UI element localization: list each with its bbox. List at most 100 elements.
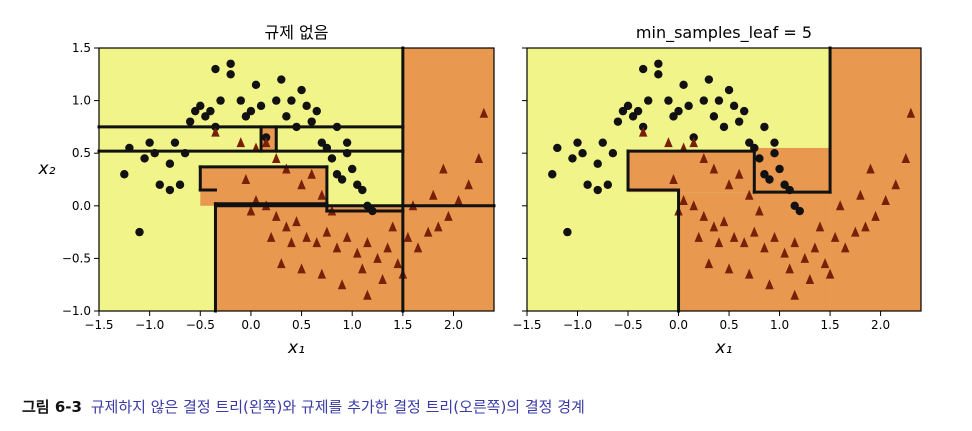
point-class1 [866, 163, 875, 174]
point-class1 [724, 179, 734, 190]
point-class1 [770, 231, 779, 242]
point-class1 [881, 195, 890, 206]
point-class1 [297, 179, 306, 190]
point-class1 [840, 242, 850, 253]
x-tick-label: 0.5 [292, 318, 311, 332]
point-class1 [292, 216, 301, 227]
point-class0 [201, 112, 210, 121]
x-tick-label: −0.5 [186, 318, 215, 332]
point-class1 [241, 174, 251, 184]
point-class1 [474, 152, 484, 163]
point-class1 [261, 137, 271, 148]
point-class0 [563, 227, 572, 237]
point-class1 [403, 231, 413, 242]
point-class1 [709, 221, 719, 232]
point-class0 [613, 117, 623, 126]
point-class1 [851, 226, 860, 237]
point-class1 [353, 247, 362, 258]
region-class1 [200, 166, 327, 206]
point-class1 [694, 231, 703, 242]
point-class0 [633, 106, 643, 116]
x-axis-label: x₁ [287, 338, 305, 358]
point-class0 [664, 96, 673, 105]
point-class0 [140, 154, 149, 163]
point-class0 [251, 80, 261, 90]
point-class0 [654, 70, 663, 79]
chart-min-samples-leaf: −1.5 −1.0 −0.5 0.0 0.5 1.0 1.5 2.0 min_samples_l… [512, 23, 922, 358]
x-tick-label: −1.5 [512, 318, 541, 332]
point-class0 [719, 122, 729, 132]
point-class0 [734, 117, 744, 126]
point-class1 [297, 263, 306, 274]
region-class1 [402, 48, 494, 311]
point-class1 [271, 210, 281, 221]
point-class0 [755, 154, 764, 163]
point-class1 [322, 226, 332, 237]
point-class1 [745, 268, 754, 279]
point-class0 [684, 101, 693, 111]
point-class1 [861, 221, 870, 232]
x-tick-label: −1.0 [563, 318, 592, 332]
point-class1 [664, 137, 673, 148]
point-class1 [383, 242, 392, 253]
point-class1 [724, 263, 734, 274]
figure-number: 그림 6-3 [22, 398, 82, 416]
chart-title: min_samples_leaf = 5 [636, 23, 812, 43]
point-class1 [835, 200, 845, 211]
point-class1 [785, 263, 794, 274]
point-class1 [342, 231, 352, 242]
point-class0 [770, 138, 779, 147]
point-class1 [689, 137, 698, 148]
point-class0 [282, 112, 291, 121]
point-class1 [287, 237, 296, 248]
point-class1 [271, 152, 281, 163]
point-class0 [337, 175, 347, 184]
x-tick-label: 0.0 [669, 318, 688, 332]
point-class1 [669, 174, 678, 184]
point-class0 [780, 180, 789, 189]
axes-frame [526, 47, 922, 312]
point-class1 [388, 221, 397, 232]
point-class0 [724, 85, 734, 95]
point-class0 [358, 185, 367, 195]
x-axis-label: x₁ [715, 338, 733, 358]
point-class1 [906, 107, 916, 118]
point-class1 [745, 189, 754, 200]
point-class0 [795, 206, 804, 216]
point-class0 [583, 180, 592, 189]
x-tick-label: 1.0 [343, 318, 362, 332]
point-class0 [608, 149, 618, 158]
point-class0 [226, 59, 235, 68]
point-class1 [332, 242, 342, 253]
point-class1 [790, 237, 799, 248]
point-class1 [282, 163, 291, 174]
x-tick-label: 2.0 [871, 318, 890, 332]
x-tick-label: 1.5 [821, 318, 840, 332]
point-class0 [241, 112, 251, 121]
point-class0 [206, 106, 215, 116]
point-class0 [175, 180, 185, 189]
point-class1 [337, 279, 347, 290]
region-class1 [754, 147, 831, 193]
y-tick-label: −0.5 [62, 251, 91, 265]
point-class0 [598, 138, 607, 147]
axes-frame [98, 47, 495, 312]
point-class0 [297, 85, 306, 95]
point-class0 [603, 180, 613, 189]
point-class0 [765, 175, 774, 184]
point-class0 [277, 75, 286, 84]
point-class0 [165, 159, 175, 168]
point-class1 [302, 231, 311, 242]
point-class1 [750, 226, 759, 237]
point-class0 [745, 138, 754, 147]
point-class0 [307, 117, 316, 126]
data-points [120, 59, 489, 300]
point-class0 [568, 154, 577, 163]
point-class0 [348, 164, 357, 174]
point-class0 [628, 112, 638, 121]
point-class0 [618, 106, 628, 116]
point-class1 [236, 137, 246, 148]
point-class1 [800, 252, 810, 263]
point-class1 [373, 252, 382, 263]
y-axis-label: x₂ [38, 159, 56, 179]
